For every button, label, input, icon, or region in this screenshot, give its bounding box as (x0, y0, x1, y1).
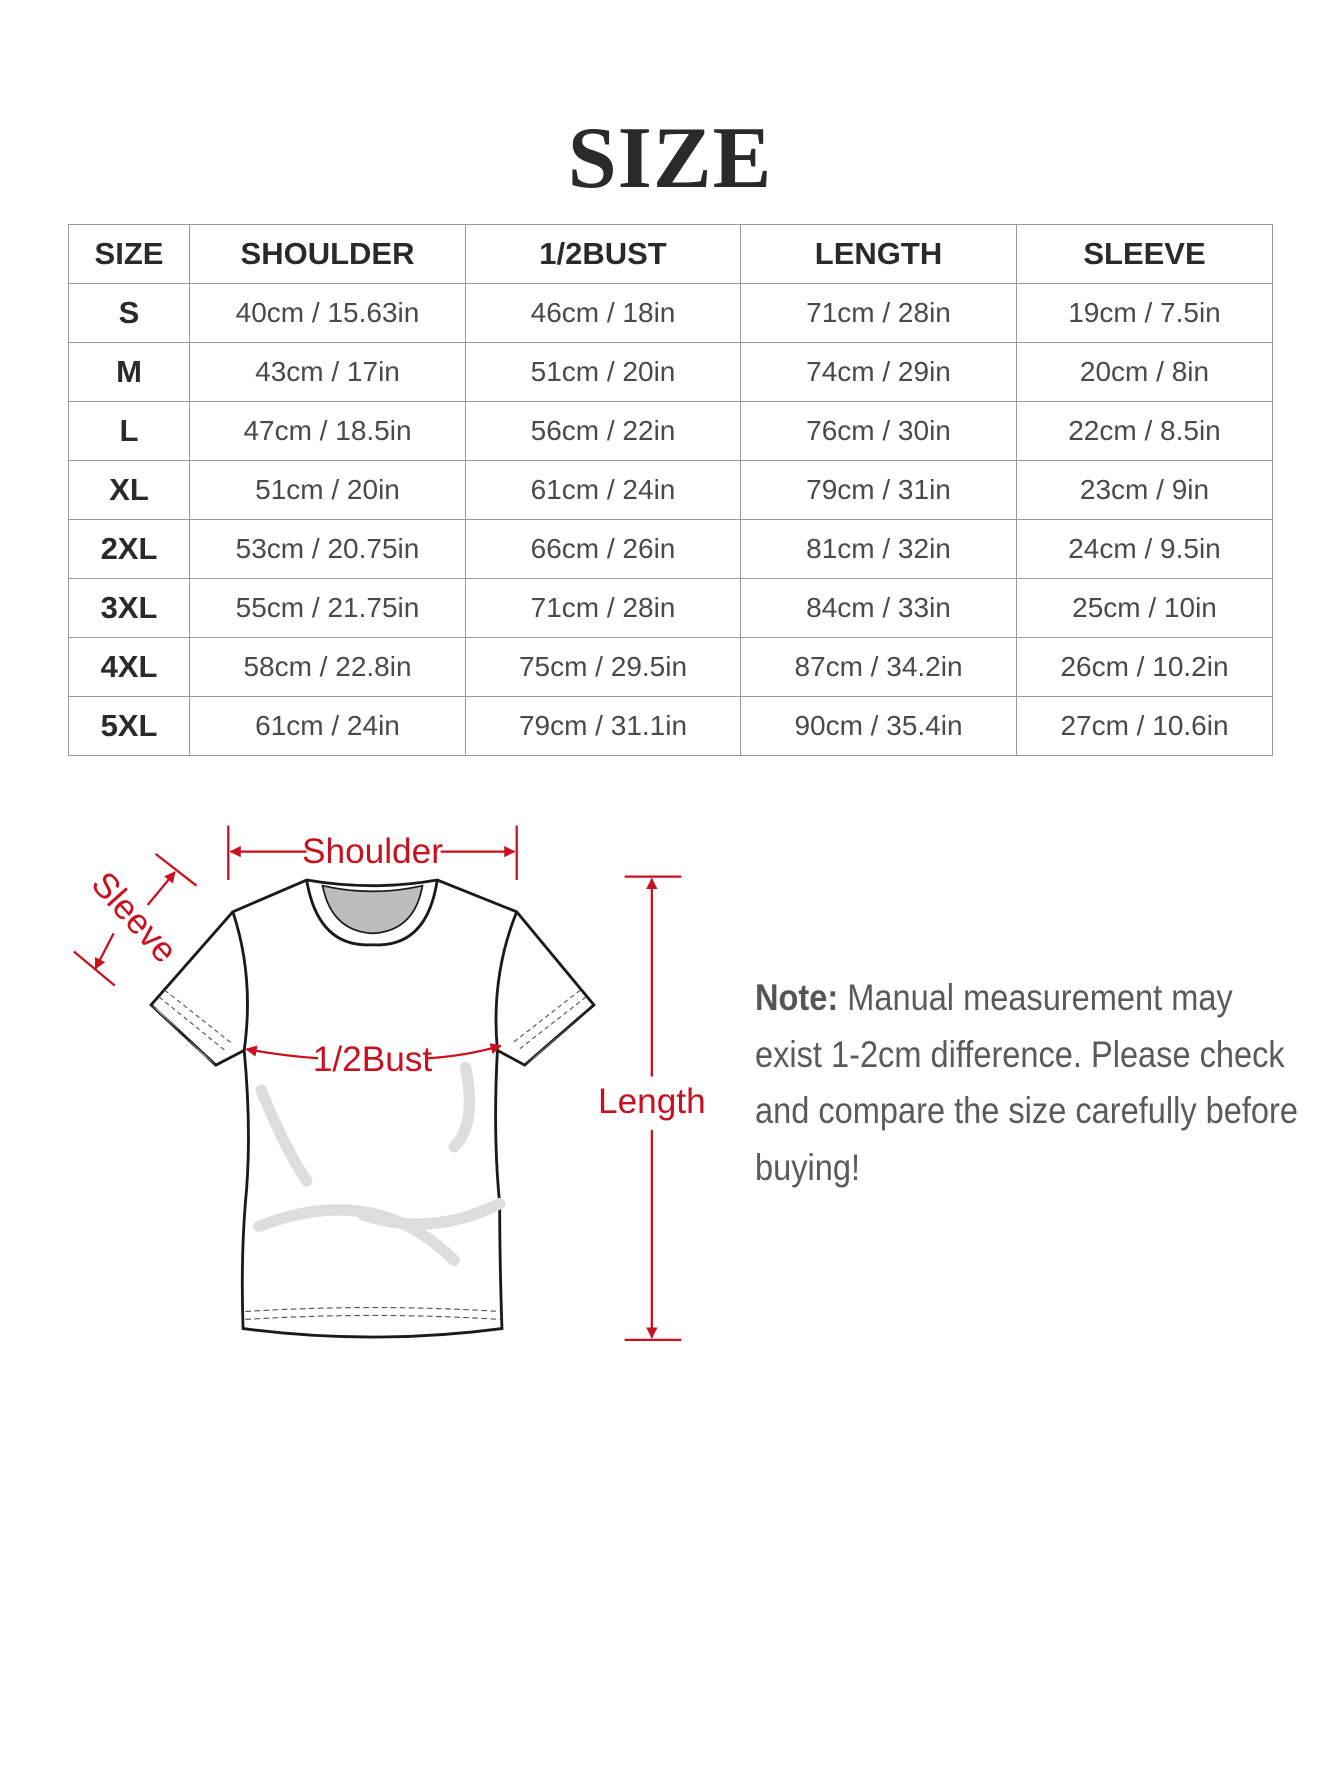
cell-shoulder: 55cm / 21.75in (189, 578, 466, 638)
cell-sleeve: 24cm / 9.5in (1016, 519, 1273, 579)
cell-size: L (68, 401, 190, 461)
cell-bust: 51cm / 20in (465, 342, 741, 402)
cell-length: 76cm / 30in (740, 401, 1017, 461)
cell-sleeve: 25cm / 10in (1016, 578, 1273, 638)
cell-sleeve: 27cm / 10.6in (1016, 696, 1273, 756)
cell-bust: 79cm / 31.1in (465, 696, 741, 756)
cell-bust: 71cm / 28in (465, 578, 741, 638)
shoulder-measure (227, 825, 518, 881)
table-row: 2XL 53cm / 20.75in 66cm / 26in 81cm / 32in 2… (68, 519, 1273, 579)
cell-size: 4XL (68, 637, 190, 697)
cell-shoulder: 53cm / 20.75in (189, 519, 466, 579)
cell-shoulder: 43cm / 17in (189, 342, 466, 402)
cell-shoulder: 47cm / 18.5in (189, 401, 466, 461)
cell-length: 79cm / 31in (740, 460, 1017, 520)
table-row: S 40cm / 15.63in 46cm / 18in 71cm / 28in 19c… (68, 283, 1273, 343)
bust-label: 1/2Bust (313, 1040, 433, 1079)
table-row: M 43cm / 17in 51cm / 20in 74cm / 29in 20cm /… (68, 342, 1273, 402)
cell-length: 90cm / 35.4in (740, 696, 1017, 756)
header-bust: 1/2BUST (465, 224, 741, 284)
cell-length: 84cm / 33in (740, 578, 1017, 638)
sleeve-measure (73, 852, 198, 987)
cell-bust: 61cm / 24in (465, 460, 741, 520)
cell-bust: 46cm / 18in (465, 283, 741, 343)
bust-measure (245, 1043, 502, 1060)
table-row: XL 51cm / 20in 61cm / 24in 79cm / 31in 23cm … (68, 460, 1273, 520)
cell-size: S (68, 283, 190, 343)
cell-size: 5XL (68, 696, 190, 756)
length-label: Length (598, 1082, 706, 1121)
shoulder-label: Shoulder (302, 832, 443, 871)
cell-sleeve: 23cm / 9in (1016, 460, 1273, 520)
cell-size: 2XL (68, 519, 190, 579)
cell-sleeve: 20cm / 8in (1016, 342, 1273, 402)
table-row: 5XL 61cm / 24in 79cm / 31.1in 90cm / 35.4in… (68, 696, 1273, 756)
header-sleeve: SLEEVE (1016, 224, 1273, 284)
size-table: SIZE SHOULDER 1/2BUST LENGTH SLEEVE S 40c… (68, 224, 1273, 756)
cell-size: 3XL (68, 578, 190, 638)
cell-sleeve: 26cm / 10.2in (1016, 637, 1273, 697)
header-size: SIZE (68, 224, 190, 284)
page-title: SIZE (567, 110, 773, 207)
cell-sleeve: 22cm / 8.5in (1016, 401, 1273, 461)
cell-length: 81cm / 32in (740, 519, 1017, 579)
cell-size: M (68, 342, 190, 402)
cell-length: 74cm / 29in (740, 342, 1017, 402)
cell-shoulder: 61cm / 24in (189, 696, 466, 756)
cell-bust: 66cm / 26in (465, 519, 741, 579)
cell-shoulder: 51cm / 20in (189, 460, 466, 520)
measurement-note: Note: Manual measurement may exist 1-2cm… (755, 970, 1301, 1196)
note-label: Note: (755, 977, 839, 1018)
cell-sleeve: 19cm / 7.5in (1016, 283, 1273, 343)
cell-shoulder: 40cm / 15.63in (189, 283, 466, 343)
table-header-row: SIZE SHOULDER 1/2BUST LENGTH SLEEVE (68, 224, 1273, 284)
cell-bust: 56cm / 22in (465, 401, 741, 461)
tshirt-outline (149, 878, 596, 1339)
header-length: LENGTH (740, 224, 1017, 284)
cell-bust: 75cm / 29.5in (465, 637, 741, 697)
note-text: Manual measurement may exist 1-2cm diffe… (755, 977, 1298, 1188)
table-row: 3XL 55cm / 21.75in 71cm / 28in 84cm / 33in 2… (68, 578, 1273, 638)
length-measure (624, 875, 682, 1342)
cell-shoulder: 58cm / 22.8in (189, 637, 466, 697)
table-row: L 47cm / 18.5in 56cm / 22in 76cm / 30in 22cm… (68, 401, 1273, 461)
